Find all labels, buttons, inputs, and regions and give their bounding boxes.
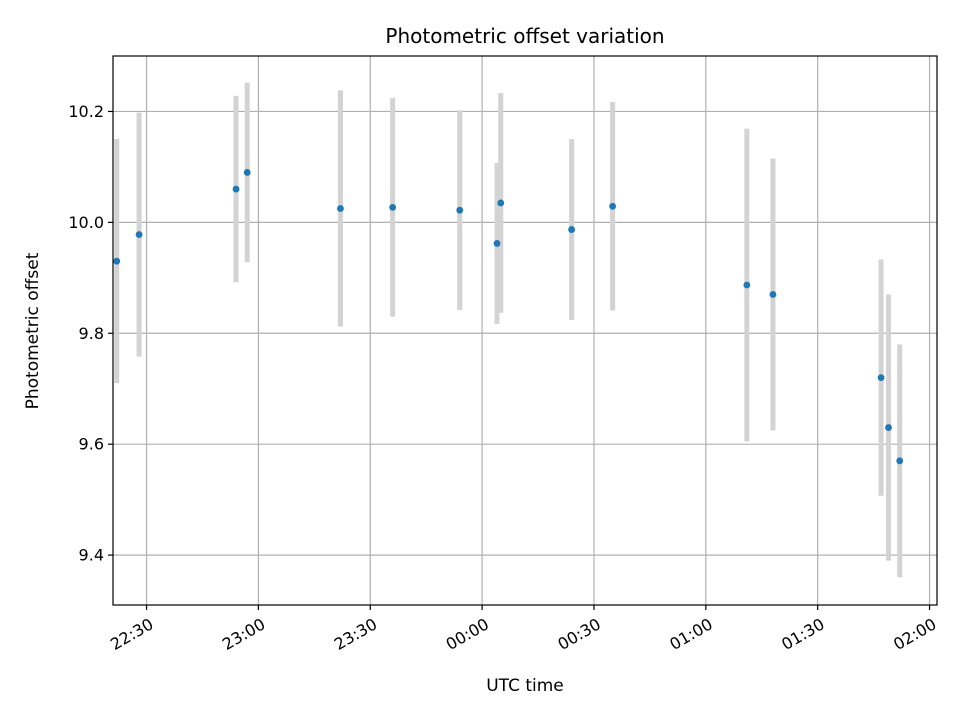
data-point <box>885 424 892 431</box>
data-point <box>113 257 121 265</box>
data-point <box>877 374 885 382</box>
data-point <box>232 185 240 193</box>
y-axis-label: Photometric offset <box>23 252 43 409</box>
y-tick-label: 9.4 <box>79 546 104 565</box>
y-tick-label: 9.6 <box>79 435 104 454</box>
data-point <box>243 169 251 176</box>
data-point <box>497 199 505 207</box>
grid <box>113 56 937 605</box>
chart-title: Photometric offset variation <box>385 24 664 48</box>
y-tick-label: 9.8 <box>79 324 104 343</box>
plot-frame <box>112 55 938 606</box>
data-point <box>456 206 464 214</box>
data-point <box>743 281 751 289</box>
data-point <box>568 226 576 233</box>
x-axis-label: UTC time <box>486 676 564 696</box>
y-tick-label: 10.0 <box>68 213 104 232</box>
data-point <box>337 205 344 212</box>
data-point <box>389 203 397 211</box>
y-tick-label: 10.2 <box>68 102 104 121</box>
data-points <box>113 169 904 465</box>
data-point <box>135 231 143 238</box>
data-point <box>493 240 501 247</box>
data-point <box>609 202 617 210</box>
y-axis-ticks: 9.4 9.6 9.8 10.0 10.2 <box>68 102 113 565</box>
data-point <box>896 457 904 465</box>
data-point <box>769 291 777 298</box>
